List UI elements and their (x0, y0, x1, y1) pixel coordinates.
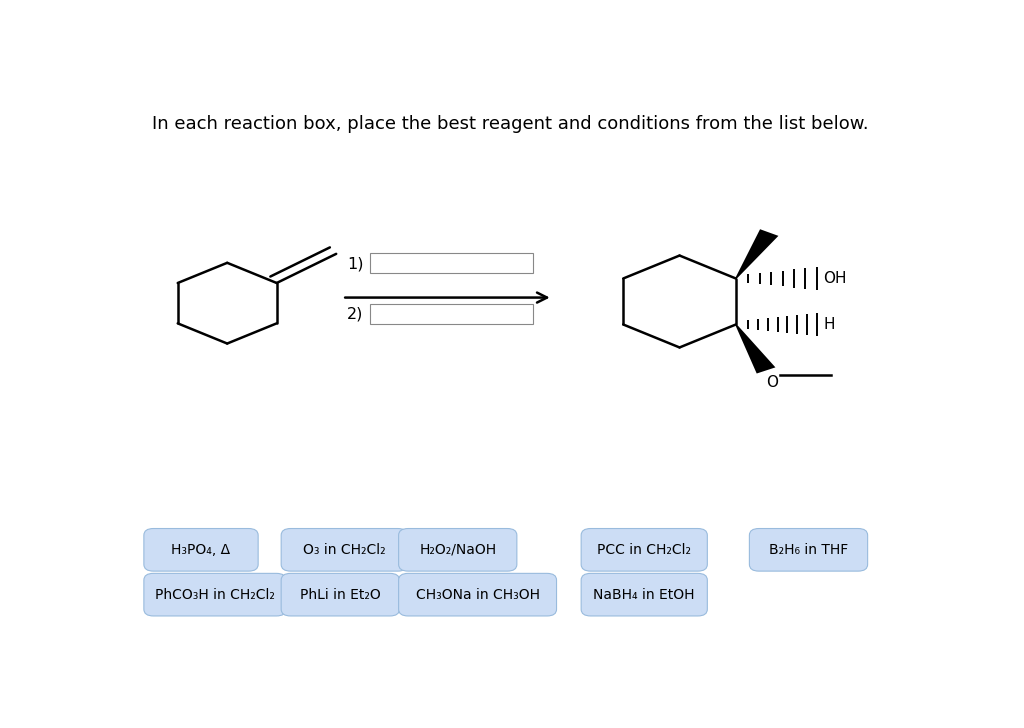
Text: NaBH₄ in EtOH: NaBH₄ in EtOH (594, 587, 695, 601)
Text: H₃PO₄, Δ: H₃PO₄, Δ (171, 543, 230, 557)
Text: In each reaction box, place the best reagent and conditions from the list below.: In each reaction box, place the best rea… (152, 115, 868, 132)
Text: O₃ in CH₂Cl₂: O₃ in CH₂Cl₂ (303, 543, 386, 557)
Text: PCC in CH₂Cl₂: PCC in CH₂Cl₂ (597, 543, 691, 557)
FancyBboxPatch shape (370, 304, 532, 324)
Text: O: O (766, 375, 778, 390)
Text: 1): 1) (347, 256, 364, 272)
FancyBboxPatch shape (582, 574, 708, 616)
FancyBboxPatch shape (143, 529, 258, 571)
Text: B₂H₆ in THF: B₂H₆ in THF (769, 543, 848, 557)
Text: OH: OH (823, 271, 847, 286)
FancyBboxPatch shape (282, 574, 399, 616)
FancyBboxPatch shape (370, 253, 532, 274)
Text: PhCO₃H in CH₂Cl₂: PhCO₃H in CH₂Cl₂ (155, 587, 274, 601)
Text: 2): 2) (347, 307, 364, 322)
Text: PhLi in Et₂O: PhLi in Et₂O (300, 587, 381, 601)
Polygon shape (735, 229, 778, 279)
Text: CH₃ONa in CH₃OH: CH₃ONa in CH₃OH (416, 587, 540, 601)
Text: H: H (823, 317, 835, 332)
FancyBboxPatch shape (143, 574, 286, 616)
FancyBboxPatch shape (398, 574, 556, 616)
Polygon shape (735, 324, 775, 373)
Text: H₂O₂/NaOH: H₂O₂/NaOH (419, 543, 497, 557)
FancyBboxPatch shape (398, 529, 517, 571)
FancyBboxPatch shape (582, 529, 708, 571)
FancyBboxPatch shape (282, 529, 408, 571)
FancyBboxPatch shape (750, 529, 867, 571)
